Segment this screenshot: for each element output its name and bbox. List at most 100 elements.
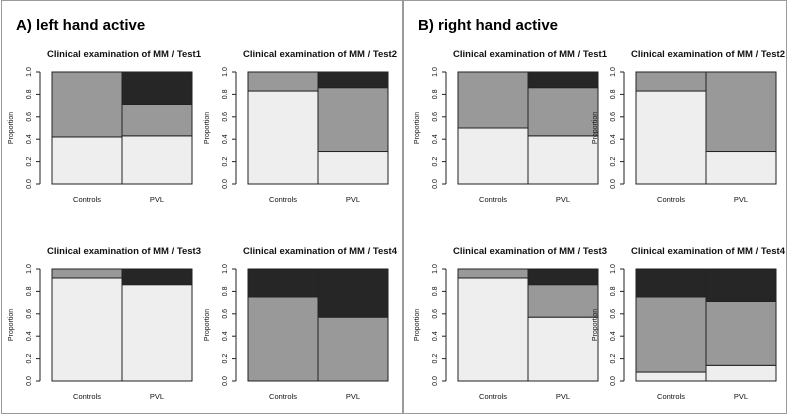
y-axis-label: Proportion [414,112,421,144]
y-tick-label: 0.0 [26,179,33,189]
y-tick-label: 0.2 [26,157,33,167]
y-tick-label: 0.0 [222,376,229,386]
bar-segment-2 [635,71,707,92]
bar-segment-1 [457,127,529,185]
y-axis-label: Proportion [204,309,211,341]
category-label: Controls [269,392,297,401]
y-tick-label: 0.0 [222,179,229,189]
bar-segment-2 [247,71,319,92]
chart-title: Clinical examination of MM / Test1 [453,49,608,60]
y-tick-label: 0.4 [26,331,33,341]
y-tick-label: 0.4 [610,331,617,341]
bar-segment-2 [635,296,707,373]
chart-a-test4: Clinical examination of MM / Test4 Propor… [204,246,398,401]
bar-segment-1 [317,151,389,185]
bar-segment-1 [527,135,599,185]
y-axis-label: Proportion [8,112,15,144]
y-tick-label: 1.0 [610,264,617,274]
y-tick-label: 1.0 [432,264,439,274]
bar-segment-1 [527,316,599,382]
category-label: PVL [734,392,748,401]
panel-title: B) right hand active [418,17,559,34]
category-label: PVL [150,195,164,204]
category-label: PVL [346,195,360,204]
category-label: PVL [556,392,570,401]
y-tick-label: 1.0 [432,67,439,77]
y-tick-label: 0.6 [432,309,439,319]
chart-b-test3: Clinical examination of MM / Test3 Propor… [414,246,607,401]
bar-segment-1 [247,90,319,185]
y-tick-label: 0.2 [222,157,229,167]
bar-segment-1 [121,135,193,185]
y-tick-label: 0.6 [432,112,439,122]
y-tick-label: 0.6 [26,309,33,319]
y-tick-label: 1.0 [222,264,229,274]
chart-title: Clinical examination of MM / Test4 [243,246,398,257]
y-tick-label: 0.0 [610,376,617,386]
bar-segment-1 [635,371,707,382]
bar-segment-2 [705,300,777,366]
bar-segment-3 [635,268,707,298]
bar-segment-2 [51,268,123,279]
bar-segment-3 [121,71,193,105]
bar-segment-2 [51,71,123,138]
chart-b-test1: Clinical examination of MM / Test1 Propor… [414,49,608,204]
y-tick-label: 0.8 [26,286,33,296]
category-label: PVL [346,392,360,401]
bar-segment-3 [527,71,599,89]
chart-title: Clinical examination of MM / Test2 [631,49,785,60]
bar-segment-3 [247,268,319,298]
y-tick-label: 0.4 [222,134,229,144]
y-tick-label: 1.0 [26,67,33,77]
bar-segment-2 [121,103,193,137]
category-label: Controls [657,195,685,204]
y-tick-label: 0.8 [432,286,439,296]
y-tick-label: 0.4 [222,331,229,341]
chart-b-test4: Clinical examination of MM / Test4 Propor… [592,246,786,401]
y-tick-label: 0.0 [26,376,33,386]
bar-segment-1 [51,136,123,185]
category-label: Controls [73,392,101,401]
chart-title: Clinical examination of MM / Test1 [47,49,202,60]
y-tick-label: 1.0 [222,67,229,77]
bar-segment-3 [705,268,777,302]
y-tick-label: 0.4 [432,331,439,341]
bar-segment-3 [317,268,389,318]
y-tick-label: 0.4 [610,134,617,144]
chart-title: Clinical examination of MM / Test3 [47,246,201,257]
chart-b-test2: Clinical examination of MM / Test2 Propor… [592,49,785,204]
category-label: Controls [269,195,297,204]
y-tick-label: 0.8 [222,89,229,99]
y-tick-label: 0.8 [26,89,33,99]
bar-segment-1 [51,277,123,382]
category-label: PVL [150,392,164,401]
category-label: PVL [734,195,748,204]
bar-segment-1 [457,277,529,382]
y-tick-label: 0.2 [222,354,229,364]
chart-title: Clinical examination of MM / Test3 [453,246,607,257]
bar-segment-2 [457,268,529,279]
y-tick-label: 0.6 [26,112,33,122]
y-tick-label: 1.0 [26,264,33,274]
y-tick-label: 0.8 [610,286,617,296]
bar-segment-1 [635,90,707,185]
y-tick-label: 0.2 [610,354,617,364]
bar-segment-3 [317,71,389,89]
y-axis-label: Proportion [8,309,15,341]
y-tick-label: 0.0 [610,179,617,189]
y-tick-label: 0.4 [26,134,33,144]
y-tick-label: 0.2 [26,354,33,364]
chart-title: Clinical examination of MM / Test4 [631,246,786,257]
bar-segment-2 [527,284,599,318]
bar-segment-2 [527,87,599,137]
y-tick-label: 0.4 [432,134,439,144]
y-axis-label: Proportion [592,309,599,341]
y-tick-label: 0.2 [610,157,617,167]
panel-title: A) left hand active [16,17,146,34]
category-label: PVL [556,195,570,204]
bar-segment-2 [457,71,529,129]
bar-segment-3 [527,268,599,286]
y-tick-label: 0.2 [432,157,439,167]
category-label: Controls [479,392,507,401]
bar-segment-1 [705,151,777,185]
